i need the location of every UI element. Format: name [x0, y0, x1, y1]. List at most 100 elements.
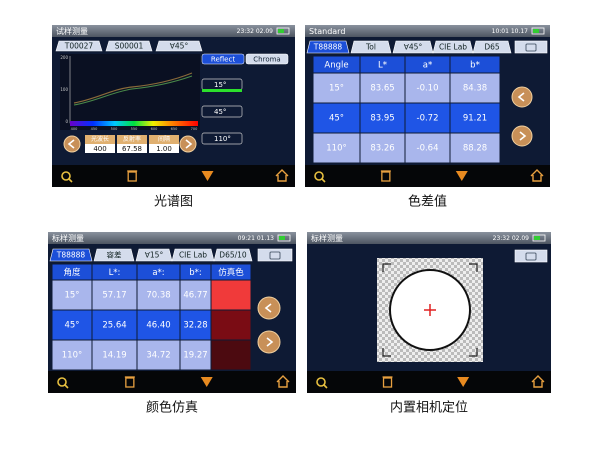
title-bar	[48, 232, 296, 244]
battery	[531, 27, 545, 35]
header-text: b*	[470, 61, 480, 71]
down-button[interactable]	[457, 377, 470, 387]
nav-button[interactable]	[179, 135, 197, 153]
cell	[359, 132, 406, 164]
nav-button[interactable]	[257, 330, 281, 354]
tab[interactable]	[392, 40, 434, 54]
caption: 颜色仿真	[146, 400, 198, 416]
color-swatch	[210, 279, 252, 311]
cell	[404, 72, 451, 104]
search-button[interactable]	[314, 171, 326, 183]
delete-button[interactable]	[382, 376, 393, 388]
tab[interactable]	[213, 248, 253, 262]
header-text: 仿真色	[218, 267, 244, 278]
tab[interactable]	[105, 40, 153, 52]
tab[interactable]	[171, 248, 215, 262]
tab-label: Tol	[365, 43, 376, 52]
nav-button[interactable]	[511, 125, 533, 147]
y-axis-label: 200	[60, 55, 68, 60]
cell-text: -0.64	[417, 144, 439, 154]
nav-button[interactable]	[511, 86, 533, 108]
down-button[interactable]	[201, 171, 214, 181]
camera-icon	[525, 252, 537, 261]
tab[interactable]	[155, 40, 203, 52]
cell-text: 15°	[329, 84, 344, 94]
field-value-box	[85, 144, 115, 153]
x-axis-label: 650	[171, 127, 178, 131]
home-button[interactable]	[531, 375, 545, 388]
x-axis-label: 450	[91, 127, 98, 131]
cell	[179, 339, 212, 371]
delete-button[interactable]	[380, 170, 391, 182]
camera-icon	[525, 43, 537, 52]
angle-button[interactable]	[201, 105, 243, 118]
tab[interactable]	[432, 40, 474, 54]
delete-button[interactable]	[127, 170, 138, 182]
mode-label: Reflect	[211, 56, 235, 64]
search-button[interactable]	[316, 377, 328, 389]
mode-button[interactable]	[201, 53, 245, 65]
tab-label: CIE Lab	[179, 251, 207, 260]
icon	[276, 375, 290, 388]
spectrum-curve	[73, 72, 193, 104]
header-text: b*:	[189, 268, 202, 278]
tab-label: T00027	[64, 42, 94, 51]
tab[interactable]	[93, 248, 135, 262]
tab[interactable]	[306, 40, 350, 54]
angle-label: 15°	[214, 81, 226, 89]
tab-label: ∀45°	[170, 42, 189, 51]
x-axis-label: 700	[191, 127, 198, 131]
tab[interactable]	[49, 248, 93, 262]
color-swatch	[210, 309, 252, 341]
screen-title: Standard	[309, 27, 345, 36]
mode-button[interactable]	[245, 53, 289, 65]
angle-button[interactable]	[201, 132, 243, 145]
bottom-bar	[305, 165, 550, 187]
cell-text: 91.21	[463, 114, 487, 124]
cell-text: 14.19	[102, 351, 126, 361]
nav-button[interactable]	[63, 135, 81, 153]
camera-button[interactable]	[514, 249, 548, 263]
tab[interactable]	[472, 40, 512, 54]
tab-label: S00001	[115, 42, 144, 51]
tab[interactable]	[55, 40, 103, 52]
field-label-box	[117, 135, 147, 144]
color-swatch	[210, 339, 252, 371]
delete-button[interactable]	[124, 376, 135, 388]
cell	[136, 339, 181, 371]
cell	[449, 132, 501, 164]
title-bar	[305, 25, 550, 37]
header-text: a*:	[152, 268, 164, 278]
battery	[277, 234, 291, 242]
search-button[interactable]	[61, 171, 73, 183]
tab[interactable]	[350, 40, 392, 54]
icon	[321, 178, 326, 183]
search-button[interactable]	[57, 377, 69, 389]
bottom-bar	[48, 371, 296, 393]
caption: 光谱图	[154, 195, 193, 210]
down-button[interactable]	[455, 171, 468, 181]
mode-label: Chroma	[253, 56, 280, 64]
header-text: 角度	[63, 267, 81, 278]
camera-tab[interactable]	[514, 40, 548, 54]
battery-level	[533, 29, 539, 33]
arrow-icon	[185, 139, 193, 149]
home-button[interactable]	[530, 169, 544, 182]
camera-tab[interactable]	[257, 248, 293, 262]
field-label-box	[149, 135, 179, 144]
cell-text: 45°	[329, 114, 344, 124]
home-button[interactable]	[276, 375, 290, 388]
cell-text: 83.65	[370, 84, 394, 94]
home-button[interactable]	[275, 169, 289, 182]
bottom-bar	[307, 371, 551, 393]
battery-level	[279, 236, 285, 240]
field-label: 间隔	[158, 135, 170, 143]
tab-label: CIE Lab	[439, 43, 467, 52]
tab[interactable]	[135, 248, 173, 262]
camera-icon	[269, 251, 281, 260]
battery-level	[534, 236, 540, 240]
header-text: L*	[378, 61, 387, 71]
nav-button[interactable]	[257, 296, 281, 320]
down-button[interactable]	[200, 377, 213, 387]
icon	[382, 377, 393, 388]
